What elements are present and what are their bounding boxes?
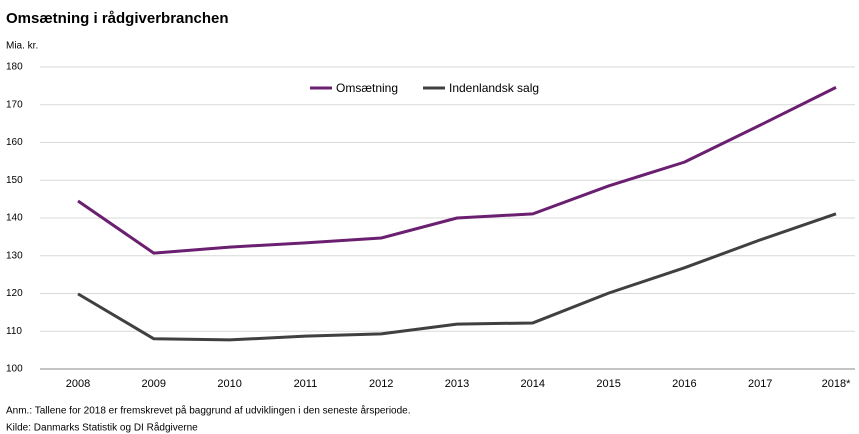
x-tick-label: 2009 bbox=[142, 378, 166, 390]
x-tick-label: 2012 bbox=[369, 378, 393, 390]
x-tick-label: 2018* bbox=[822, 378, 851, 390]
legend-label: Omsætning bbox=[336, 81, 398, 95]
x-tick-label: 2013 bbox=[445, 378, 469, 390]
y-tick-label: 160 bbox=[6, 137, 23, 148]
y-tick-label: 120 bbox=[6, 288, 23, 299]
y-tick-label: 140 bbox=[6, 213, 23, 224]
x-tick-label: 2010 bbox=[217, 378, 241, 390]
chart-title: Omsætning i rådgiverbranchen bbox=[6, 10, 229, 27]
series-line bbox=[77, 212, 837, 342]
y-tick-label: 180 bbox=[6, 62, 23, 73]
y-tick-label: 100 bbox=[6, 364, 23, 375]
x-tick-label: 2008 bbox=[66, 378, 90, 390]
y-tick-label: 170 bbox=[6, 99, 23, 110]
x-tick-label: 2014 bbox=[521, 378, 545, 390]
y-tick-label: 150 bbox=[6, 175, 23, 186]
x-tick-label: 2017 bbox=[748, 378, 772, 390]
y-axis-label: Mia. kr. bbox=[6, 41, 38, 52]
y-tick-label: 110 bbox=[6, 326, 22, 337]
legend-label: Indenlandsk salg bbox=[449, 81, 539, 95]
note: Anm.: Tallene for 2018 er fremskrevet på… bbox=[6, 405, 411, 417]
x-tick-label: 2011 bbox=[294, 378, 318, 390]
x-tick-label: 2015 bbox=[596, 378, 620, 390]
source: Kilde: Danmarks Statistik og DI Rådgiver… bbox=[6, 422, 198, 434]
y-tick-label: 130 bbox=[6, 250, 23, 261]
x-tick-label: 2016 bbox=[672, 378, 696, 390]
series-line bbox=[77, 86, 837, 255]
